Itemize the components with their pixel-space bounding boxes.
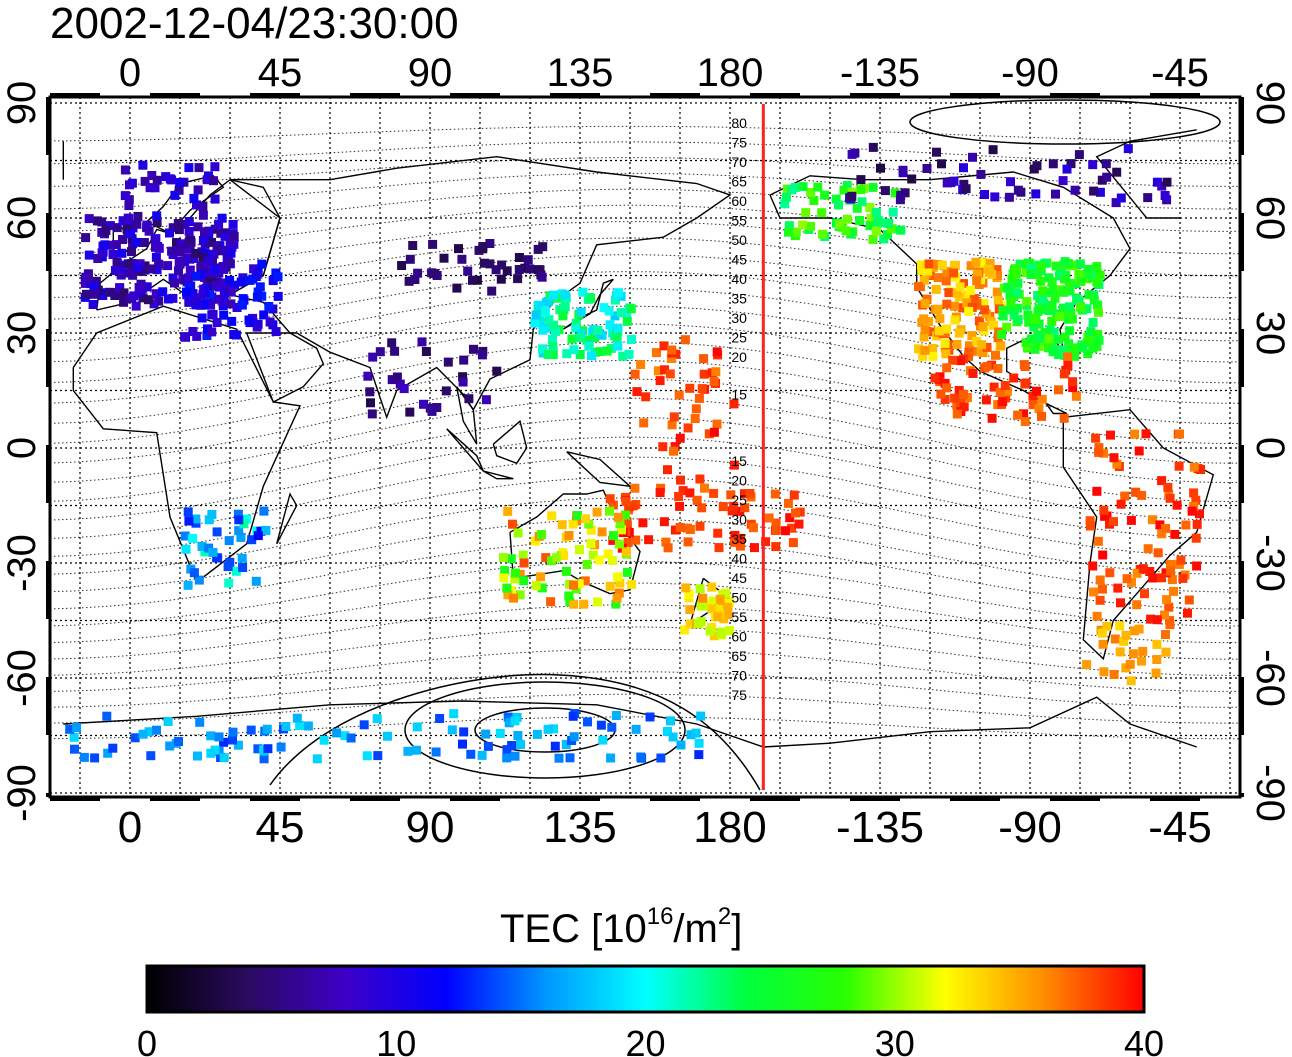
dip-label: 65 bbox=[731, 174, 747, 190]
longitude-tick-label: 180 bbox=[697, 51, 764, 95]
dip-label: 45 bbox=[731, 570, 747, 586]
colorbar-tick-label: 20 bbox=[625, 1023, 665, 1057]
latitude-tick-label: -60 bbox=[1248, 649, 1292, 707]
dip-label: 80 bbox=[731, 115, 747, 131]
latitude-tick-label: 90 bbox=[1248, 81, 1292, 126]
dip-label: 30 bbox=[731, 310, 747, 326]
dip-latitude-labels: 80 75 70 65 60 55 50 45 40 35 30 25 20 15 15 20 25 30 35 40… bbox=[731, 115, 747, 703]
dip-label: 30 bbox=[731, 512, 747, 528]
dip-label: 65 bbox=[731, 648, 747, 664]
colorbar-tick-label: 40 bbox=[1124, 1023, 1164, 1057]
latitude-tick-label: 0 bbox=[1248, 437, 1292, 459]
longitude-tick-label: 45 bbox=[256, 803, 305, 852]
dip-label: 20 bbox=[731, 473, 747, 489]
colorbar-tick-labels: 0 10 20 30 40 bbox=[137, 1023, 1164, 1057]
bottom-longitude-labels: 0 45 90 135 180 -135 -90 -45 bbox=[118, 803, 1212, 852]
dip-label: 50 bbox=[731, 590, 747, 606]
dip-label: 75 bbox=[731, 687, 747, 703]
map-frame bbox=[48, 95, 1242, 799]
longitude-tick-label: -90 bbox=[998, 803, 1062, 852]
longitude-tick-label: 0 bbox=[119, 51, 141, 95]
dip-label: 40 bbox=[731, 271, 747, 287]
timestamp-title: 2002-12-04/23:30:00 bbox=[50, 0, 459, 48]
longitude-tick-label: 135 bbox=[547, 51, 614, 95]
dip-label: 70 bbox=[731, 668, 747, 684]
top-longitude-labels: 0 45 90 135 180 -135 -90 -45 bbox=[119, 51, 1209, 95]
longitude-tick-label: -135 bbox=[840, 51, 920, 95]
colorbar-title: TEC [1016/m2] bbox=[500, 903, 743, 952]
axis-tick-bars bbox=[46, 93, 1244, 801]
longitude-tick-label: 180 bbox=[693, 803, 766, 852]
longitude-tick-label: 90 bbox=[408, 51, 453, 95]
dip-label: 20 bbox=[731, 349, 747, 365]
colorbar-tick-label: 30 bbox=[875, 1023, 915, 1057]
dip-label: 40 bbox=[731, 551, 747, 567]
longitude-tick-label: 135 bbox=[543, 803, 616, 852]
latitude-tick-label: 0 bbox=[0, 437, 44, 459]
dip-label: 60 bbox=[731, 629, 747, 645]
dip-label: 45 bbox=[731, 252, 747, 268]
longitude-tick-label: -90 bbox=[1001, 51, 1059, 95]
right-latitude-labels: 90 60 30 0 -30 -60 -90 bbox=[1248, 81, 1292, 822]
longitude-tick-label: 90 bbox=[406, 803, 455, 852]
latitude-tick-label: -90 bbox=[1248, 764, 1292, 822]
colorbar-tick-label: 0 bbox=[137, 1023, 157, 1057]
latitude-tick-label: -60 bbox=[0, 649, 44, 707]
dip-label: 25 bbox=[731, 330, 747, 346]
latitude-tick-label: 60 bbox=[1248, 196, 1292, 241]
latitude-tick-label: 90 bbox=[0, 81, 44, 126]
longitude-tick-label: -135 bbox=[836, 803, 924, 852]
dip-label: 15 bbox=[731, 387, 747, 403]
dip-label: 75 bbox=[731, 135, 747, 151]
tec-observation-cells bbox=[65, 142, 1205, 764]
latitude-tick-label: -90 bbox=[0, 764, 44, 822]
dip-label: 55 bbox=[731, 213, 747, 229]
dip-label: 35 bbox=[731, 531, 747, 547]
longitude-tick-label: -45 bbox=[1148, 803, 1212, 852]
longitude-tick-label: -45 bbox=[1151, 51, 1209, 95]
longitude-tick-label: 0 bbox=[118, 803, 142, 852]
latitude-tick-label: 60 bbox=[0, 196, 44, 241]
dip-label: 55 bbox=[731, 609, 747, 625]
dip-label: 70 bbox=[731, 154, 747, 170]
latitude-tick-label: 30 bbox=[1248, 311, 1292, 356]
colorbar-tick-label: 10 bbox=[376, 1023, 416, 1057]
left-latitude-labels: 90 60 30 0 -30 -60 -90 bbox=[0, 81, 44, 822]
dip-label: 60 bbox=[731, 193, 747, 209]
dip-label: 50 bbox=[731, 232, 747, 248]
longitude-tick-label: 45 bbox=[258, 51, 303, 95]
latitude-tick-label: -30 bbox=[1248, 534, 1292, 592]
dip-label: 35 bbox=[731, 291, 747, 307]
latitude-tick-label: -30 bbox=[0, 534, 44, 592]
dip-label: 15 bbox=[731, 453, 747, 469]
latitude-tick-label: 30 bbox=[0, 311, 44, 356]
dip-label: 25 bbox=[731, 492, 747, 508]
colorbar bbox=[145, 964, 1146, 1014]
